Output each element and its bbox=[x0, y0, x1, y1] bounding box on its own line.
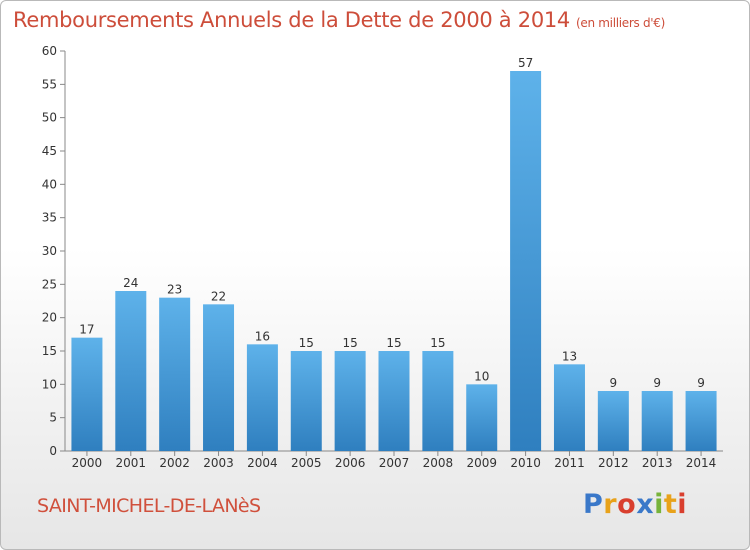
bar bbox=[685, 391, 717, 451]
logo-letter: o bbox=[617, 489, 637, 520]
x-tick-label: 2012 bbox=[598, 456, 629, 470]
bar bbox=[290, 351, 322, 451]
commune-name: SAINT-MICHEL-DE-LANèS bbox=[37, 495, 261, 517]
y-tick-label: 5 bbox=[49, 411, 57, 425]
y-tick-label: 40 bbox=[42, 177, 57, 191]
bar bbox=[378, 351, 410, 451]
chart-bars bbox=[71, 71, 717, 451]
y-tick-label: 60 bbox=[42, 44, 57, 58]
x-tick-label: 2011 bbox=[554, 456, 585, 470]
bar-value-label: 10 bbox=[474, 369, 489, 383]
bar-value-label: 15 bbox=[299, 336, 314, 350]
chart-title: Remboursements Annuels de la Dette de 20… bbox=[13, 8, 665, 32]
bar bbox=[159, 297, 191, 451]
x-tick-label: 2000 bbox=[72, 456, 103, 470]
y-tick-label: 20 bbox=[42, 311, 57, 325]
y-tick-label: 15 bbox=[42, 344, 57, 358]
x-tick-label: 2013 bbox=[642, 456, 673, 470]
bar-value-label: 23 bbox=[167, 283, 182, 297]
bar-value-label: 9 bbox=[610, 376, 618, 390]
bar-value-label: 22 bbox=[211, 289, 226, 303]
y-tick-label: 55 bbox=[42, 77, 57, 91]
x-tick-label: 2014 bbox=[686, 456, 717, 470]
bar-value-label: 24 bbox=[123, 276, 138, 290]
x-tick-label: 2008 bbox=[423, 456, 454, 470]
x-tick-label: 2001 bbox=[116, 456, 147, 470]
bar bbox=[115, 291, 147, 451]
bar-value-label: 15 bbox=[430, 336, 445, 350]
bar-value-label: 13 bbox=[562, 349, 577, 363]
bar bbox=[246, 344, 278, 451]
x-tick-label: 2010 bbox=[510, 456, 541, 470]
bar-value-label: 15 bbox=[386, 336, 401, 350]
chart-unit-label: (en milliers d'€) bbox=[576, 16, 666, 30]
bar-value-label: 15 bbox=[342, 336, 357, 350]
logo-letter: P bbox=[583, 489, 604, 520]
y-tick-label: 50 bbox=[42, 111, 57, 125]
proxiti-logo: Proxiti bbox=[583, 489, 687, 520]
bar bbox=[597, 391, 629, 451]
bar bbox=[334, 351, 366, 451]
logo-letter: i bbox=[677, 489, 688, 520]
logo-letter: r bbox=[603, 489, 618, 520]
y-tick-label: 25 bbox=[42, 277, 57, 291]
x-tick-label: 2006 bbox=[335, 456, 366, 470]
logo-letter: x bbox=[636, 489, 655, 520]
bar-value-label: 9 bbox=[697, 376, 705, 390]
bar bbox=[71, 337, 103, 451]
logo-letter: t bbox=[663, 489, 678, 520]
x-tick-label: 2007 bbox=[379, 456, 410, 470]
logo-letter: i bbox=[654, 489, 664, 520]
bar-value-label: 9 bbox=[653, 376, 661, 390]
bar bbox=[510, 71, 542, 451]
y-tick-label: 35 bbox=[42, 211, 57, 225]
y-tick-label: 0 bbox=[49, 444, 57, 458]
bar bbox=[203, 304, 235, 451]
bar-value-label: 17 bbox=[79, 323, 94, 337]
y-tick-label: 10 bbox=[42, 377, 57, 391]
x-tick-label: 2003 bbox=[203, 456, 234, 470]
chart-axes: 0 5 10 15 20 25 30 35 40 45 50 55 60 2000 2001 2002 2003… bbox=[42, 44, 723, 470]
bar bbox=[466, 384, 498, 451]
x-tick-label: 2004 bbox=[247, 456, 278, 470]
x-tick-label: 2002 bbox=[159, 456, 190, 470]
x-tick-label: 2005 bbox=[291, 456, 322, 470]
chart-data-labels: 17 24 23 22 16 15 15 15 15 10 57 13 9 9 9 bbox=[79, 56, 705, 390]
x-tick-label: 2009 bbox=[466, 456, 497, 470]
chart-title-text: Remboursements Annuels de la Dette de 20… bbox=[13, 8, 570, 32]
y-tick-label: 30 bbox=[42, 244, 57, 258]
y-tick-label: 45 bbox=[42, 144, 57, 158]
bar bbox=[641, 391, 673, 451]
bar bbox=[422, 351, 454, 451]
bar-value-label: 57 bbox=[518, 56, 533, 70]
bar bbox=[553, 364, 585, 451]
bar-value-label: 16 bbox=[255, 329, 270, 343]
